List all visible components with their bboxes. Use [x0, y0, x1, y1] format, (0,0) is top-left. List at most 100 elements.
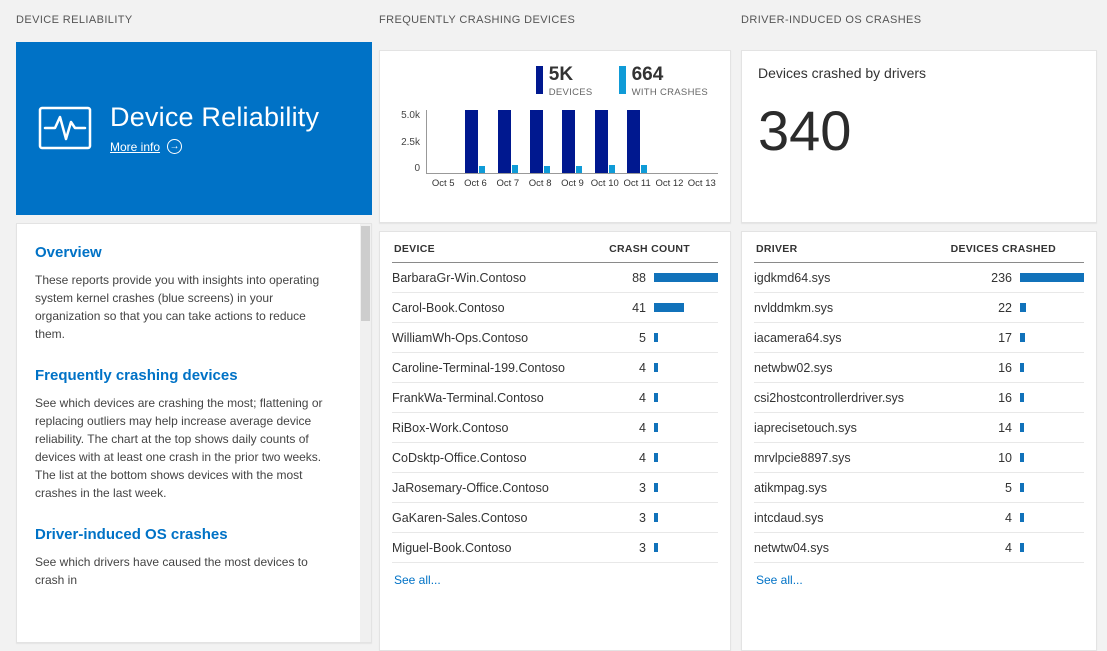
- section-body: See which drivers have caused the most d…: [35, 555, 308, 587]
- count-bar: [654, 453, 658, 462]
- table-row[interactable]: Carol-Book.Contoso 41: [392, 293, 718, 323]
- count-bar: [654, 513, 658, 522]
- table-row[interactable]: RiBox-Work.Contoso 4: [392, 413, 718, 443]
- see-all-link[interactable]: See all...: [756, 573, 803, 587]
- section-frequently-crashing: Frequently crashing devices See which de…: [35, 367, 331, 502]
- x-tick-label: Oct 11: [623, 178, 651, 189]
- x-tick-label: Oct 13: [687, 178, 716, 189]
- table-row[interactable]: Miguel-Book.Contoso 3: [392, 533, 718, 563]
- table-row[interactable]: Caroline-Terminal-199.Contoso 4: [392, 353, 718, 383]
- table-row[interactable]: igdkmd64.sys 236: [754, 263, 1084, 293]
- chart-bar-with-crashes[interactable]: [479, 165, 486, 173]
- scrollbar[interactable]: [360, 224, 371, 642]
- table-header: DEVICE CRASH COUNT: [392, 232, 718, 263]
- section-body: See which devices are crashing the most;…: [35, 396, 323, 500]
- more-info-link[interactable]: More info: [110, 139, 161, 154]
- count-bar: [654, 423, 658, 432]
- table-row[interactable]: netwtw04.sys 4: [754, 533, 1084, 563]
- count-bar: [654, 303, 684, 312]
- table-row[interactable]: FrankWa-Terminal.Contoso 4: [392, 383, 718, 413]
- table-row[interactable]: nvlddmkm.sys 22: [754, 293, 1084, 323]
- device-reliability-column: DEVICE RELIABILITY Device Reliability Mo…: [16, 14, 372, 643]
- devices-crashed-count: 4: [1005, 540, 1012, 555]
- table-row[interactable]: iacamera64.sys 17: [754, 323, 1084, 353]
- crash-count: 41: [632, 300, 646, 315]
- section-driver-induced: Driver-induced OS crashes See which driv…: [35, 526, 331, 589]
- column-header-driver-crashes: DRIVER-INDUCED OS CRASHES: [741, 14, 922, 26]
- devices-crashed-count: 17: [998, 330, 1012, 345]
- count-bar: [1020, 513, 1024, 522]
- count-bar: [1020, 363, 1024, 372]
- devices-crashed-count: 4: [1005, 510, 1012, 525]
- legend-swatch-devices: [535, 66, 543, 94]
- summary-value: 340: [758, 99, 852, 162]
- legend-label: WITH CRASHES: [631, 87, 708, 98]
- devices-crashed-count: 236: [991, 270, 1012, 285]
- y-tick-label: 5.0k: [401, 110, 420, 121]
- driver-name: netwtw04.sys: [754, 540, 830, 555]
- chart-slot: [686, 110, 718, 173]
- count-bar: [654, 273, 718, 282]
- chart-bar-with-crashes[interactable]: [544, 165, 551, 173]
- chart-slot: [653, 110, 685, 173]
- table-row[interactable]: iaprecisetouch.sys 14: [754, 413, 1084, 443]
- chart-bar-devices[interactable]: [627, 110, 641, 173]
- devices-crashed-count: 14: [998, 420, 1012, 435]
- section-overview: Overview These reports provide you with …: [35, 244, 331, 343]
- table-row[interactable]: intcdaud.sys 4: [754, 503, 1084, 533]
- device-name: FrankWa-Terminal.Contoso: [392, 390, 544, 405]
- chart-slot: [524, 110, 556, 173]
- chart-bar-devices[interactable]: [530, 110, 544, 173]
- chart-slot: [621, 110, 653, 173]
- crash-count: 4: [639, 390, 646, 405]
- legend-item-with-crashes: 664 WITH CRASHES: [618, 65, 708, 98]
- table-row[interactable]: csi2hostcontrollerdriver.sys 16: [754, 383, 1084, 413]
- table-row[interactable]: mrvlpcie8897.sys 10: [754, 443, 1084, 473]
- table-row[interactable]: WilliamWh-Ops.Contoso 5: [392, 323, 718, 353]
- device-name: WilliamWh-Ops.Contoso: [392, 330, 529, 345]
- table-row[interactable]: atikmpag.sys 5: [754, 473, 1084, 503]
- chart-bar-with-crashes[interactable]: [511, 165, 518, 173]
- devices-crashed-count: 16: [998, 390, 1012, 405]
- column-header-driver: DRIVER: [756, 243, 798, 255]
- scrollbar-thumb[interactable]: [361, 226, 370, 321]
- count-bar: [1020, 543, 1024, 552]
- count-bar: [1020, 483, 1024, 492]
- device-name: Caroline-Terminal-199.Contoso: [392, 360, 565, 375]
- chart-bar-devices[interactable]: [465, 110, 479, 173]
- count-bar: [654, 393, 658, 402]
- column-header-devices-crashed: DEVICES CRASHED: [950, 243, 1056, 255]
- device-name: Miguel-Book.Contoso: [392, 540, 512, 555]
- chart-bar-devices[interactable]: [594, 110, 608, 173]
- chart-slot: [459, 110, 491, 173]
- crash-count: 4: [639, 450, 646, 465]
- crash-chart-panel: 5K DEVICES 664 WITH CRASHES 5.0k 2.5k 0 …: [379, 50, 731, 223]
- chart-bar-with-crashes[interactable]: [641, 164, 648, 173]
- driver-name: atikmpag.sys: [754, 480, 827, 495]
- chart-bar-devices[interactable]: [562, 110, 576, 173]
- see-all-link[interactable]: See all...: [394, 573, 441, 587]
- chart-bar-with-crashes[interactable]: [608, 165, 615, 173]
- chart-slot: [556, 110, 588, 173]
- chart-bar-devices[interactable]: [497, 110, 511, 173]
- table-row[interactable]: BarbaraGr-Win.Contoso 88: [392, 263, 718, 293]
- device-reliability-tile[interactable]: Device Reliability More info →: [16, 42, 372, 215]
- devices-crashed-summary-tile[interactable]: Devices crashed by drivers 340: [741, 50, 1097, 223]
- crash-count: 3: [639, 480, 646, 495]
- more-info-arrow-icon[interactable]: →: [167, 139, 183, 155]
- table-row[interactable]: GaKaren-Sales.Contoso 3: [392, 503, 718, 533]
- table-row[interactable]: CoDsktp-Office.Contoso 4: [392, 443, 718, 473]
- count-bar: [1020, 333, 1025, 342]
- table-row[interactable]: netwbw02.sys 16: [754, 353, 1084, 383]
- chart-y-axis: 5.0k 2.5k 0: [392, 110, 426, 174]
- driver-name: csi2hostcontrollerdriver.sys: [754, 390, 905, 405]
- column-header-crash-count: CRASH COUNT: [609, 243, 690, 255]
- count-bar: [1020, 423, 1024, 432]
- chart-bar-with-crashes[interactable]: [576, 165, 583, 173]
- y-tick-label: 0: [414, 163, 420, 174]
- table-rows: igdkmd64.sys 236 nvlddmkm.sys 22 iacamera6…: [754, 263, 1084, 563]
- legend-swatch-with-crashes: [618, 66, 626, 94]
- table-row[interactable]: JaRosemary-Office.Contoso 3: [392, 473, 718, 503]
- summary-caption: Devices crashed by drivers: [758, 65, 927, 81]
- legend-value: 5K: [548, 64, 574, 85]
